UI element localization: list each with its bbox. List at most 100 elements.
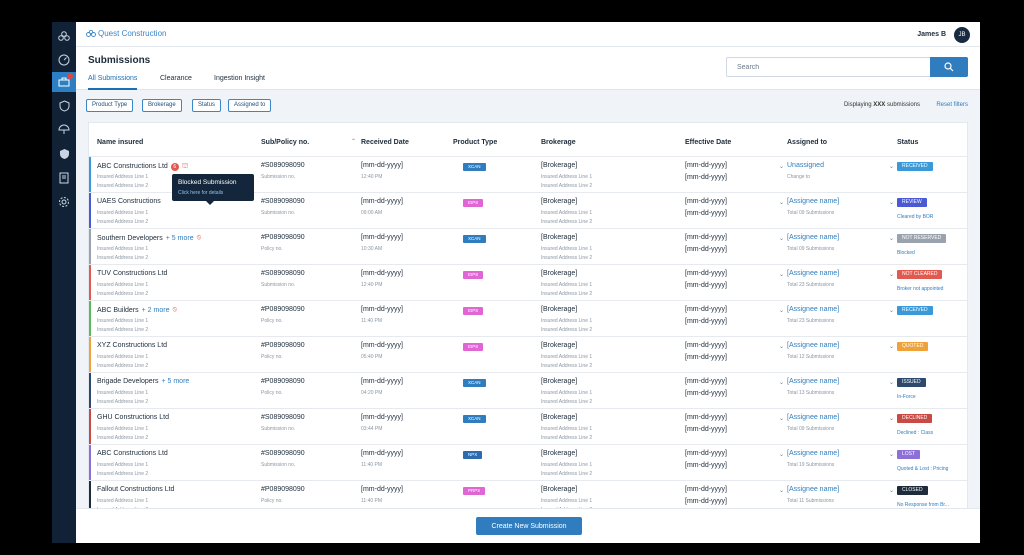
- status-dropdown-icon[interactable]: ⌄: [889, 452, 895, 458]
- shield-check-icon[interactable]: [56, 146, 72, 162]
- table-row[interactable]: TUV Constructions Ltd Insured Address Lin…: [89, 264, 967, 301]
- insured-name[interactable]: Fallout Constructions Ltd: [97, 486, 174, 493]
- speedometer-icon[interactable]: [56, 52, 72, 68]
- column-header-product-type[interactable]: Product Type: [453, 139, 498, 146]
- insured-name-text[interactable]: Southern Developers: [97, 234, 163, 242]
- insured-name[interactable]: ABC Constructions Ltd: [97, 450, 168, 457]
- table-row[interactable]: ABC Builders + 2 more ⦸ Insured Address Lin…: [89, 300, 967, 337]
- assignee-dropdown-icon[interactable]: ⌄: [779, 236, 785, 242]
- column-header-status[interactable]: Status: [897, 139, 919, 146]
- policy-number[interactable]: #P089098090: [261, 234, 305, 241]
- policy-number[interactable]: #P089098090: [261, 378, 305, 385]
- assignee-name[interactable]: [Assignee name]: [787, 198, 840, 205]
- status-dropdown-icon[interactable]: ⌄: [889, 416, 895, 422]
- create-submission-button[interactable]: Create New Submission: [476, 517, 582, 535]
- blocked-icon[interactable]: ⦸: [172, 306, 178, 313]
- policy-number[interactable]: #S089098090: [261, 162, 305, 169]
- status-badge[interactable]: NOT RESERVED: [897, 234, 947, 243]
- status-badge[interactable]: NOT CLEARED: [897, 270, 943, 279]
- assignee-dropdown-icon[interactable]: ⌄: [779, 416, 785, 422]
- assignee-name[interactable]: [Assignee name]: [787, 486, 840, 493]
- assignee-dropdown-icon[interactable]: ⌄: [779, 272, 785, 278]
- assignee-dropdown-icon[interactable]: ⌄: [779, 308, 785, 314]
- assignee-dropdown-icon[interactable]: ⌄: [779, 452, 785, 458]
- assignee-name[interactable]: [Assignee name]: [787, 378, 840, 385]
- status-dropdown-icon[interactable]: ⌄: [889, 488, 895, 494]
- more-link[interactable]: + 5 more: [161, 378, 190, 385]
- locked-building-icon[interactable]: ⛫: [181, 163, 189, 170]
- insured-name[interactable]: TUV Constructions Ltd: [97, 270, 167, 277]
- assignee-name[interactable]: [Assignee name]: [787, 414, 840, 421]
- assignee-name[interactable]: [Assignee name]: [787, 270, 840, 277]
- status-badge[interactable]: LOST: [897, 450, 921, 459]
- insured-name[interactable]: ABC Constructions Ltd 6 ⛫: [97, 162, 188, 171]
- insured-name-text[interactable]: ABC Builders: [97, 306, 139, 314]
- document-icon[interactable]: [56, 170, 72, 186]
- filter-product-type[interactable]: Product Type: [86, 99, 134, 112]
- policy-number[interactable]: #P089098090: [261, 306, 305, 313]
- policy-number[interactable]: #S089098090: [261, 270, 305, 277]
- insured-name-text[interactable]: UAES Constructions: [97, 198, 161, 205]
- column-header-assigned-to[interactable]: Assigned to: [787, 139, 828, 146]
- assignee-name[interactable]: [Assignee name]: [787, 450, 840, 457]
- filter-brokerage[interactable]: Brokerage: [142, 99, 182, 112]
- brand-logo[interactable]: Quest Construction: [86, 29, 166, 38]
- status-dropdown-icon[interactable]: ⌄: [889, 236, 895, 242]
- column-header-policy[interactable]: Sub/Policy no.: [261, 139, 310, 146]
- status-dropdown-icon[interactable]: ⌄: [889, 272, 895, 278]
- insured-name[interactable]: UAES Constructions: [97, 198, 161, 205]
- column-header-effective-date[interactable]: Effective Date: [685, 139, 732, 146]
- insured-name[interactable]: GHU Constructions Ltd: [97, 414, 169, 421]
- status-badge[interactable]: ISSUED: [897, 378, 926, 387]
- table-row[interactable]: GHU Constructions Ltd Insured Address Lin…: [89, 408, 967, 445]
- shield-icon[interactable]: [56, 98, 72, 114]
- status-dropdown-icon[interactable]: ⌄: [889, 344, 895, 350]
- column-header-name[interactable]: Name insured: [97, 139, 144, 146]
- column-header-brokerage[interactable]: Brokerage: [541, 139, 576, 146]
- assignee-dropdown-icon[interactable]: ⌄: [779, 488, 785, 494]
- table-row[interactable]: Southern Developers + 5 more ⦸ Insured Addr…: [89, 228, 967, 265]
- tab-all-submissions[interactable]: All Submissions: [88, 75, 138, 90]
- more-link[interactable]: + 2 more: [141, 306, 170, 314]
- insured-name[interactable]: ABC Builders + 2 more ⦸: [97, 306, 177, 314]
- status-dropdown-icon[interactable]: ⌄: [889, 200, 895, 206]
- blocked-submission-tooltip[interactable]: Blocked Submission Click here for detail…: [172, 174, 254, 205]
- blocked-icon[interactable]: ⦸: [196, 234, 202, 241]
- table-row[interactable]: Brigade Developers + 5 more Insured Addres…: [89, 372, 967, 409]
- status-dropdown-icon[interactable]: ⌄: [889, 308, 895, 314]
- insured-name-text[interactable]: ABC Constructions Ltd: [97, 163, 168, 170]
- assignee-dropdown-icon[interactable]: ⌄: [779, 164, 785, 170]
- policy-number[interactable]: #S089098090: [261, 198, 305, 205]
- assignee-name[interactable]: Unassigned: [787, 162, 824, 169]
- logo-icon[interactable]: [56, 28, 72, 44]
- status-badge[interactable]: RECEIVED: [897, 306, 933, 315]
- status-badge[interactable]: CLOSED: [897, 486, 928, 495]
- status-dropdown-icon[interactable]: ⌄: [889, 164, 895, 170]
- policy-number[interactable]: #S089098090: [261, 414, 305, 421]
- status-badge[interactable]: RECEIVED: [897, 162, 933, 171]
- policy-number[interactable]: #P089098090: [261, 486, 305, 493]
- insured-name-text[interactable]: XYZ Constructions Ltd: [97, 342, 168, 349]
- tab-clearance[interactable]: Clearance: [160, 75, 192, 82]
- avatar[interactable]: JB: [954, 27, 970, 43]
- briefcase-icon[interactable]: [52, 72, 76, 92]
- settings-icon[interactable]: [56, 194, 72, 210]
- insured-name-text[interactable]: TUV Constructions Ltd: [97, 270, 168, 277]
- search-button[interactable]: [930, 57, 968, 77]
- insured-name[interactable]: XYZ Constructions Ltd: [97, 342, 167, 349]
- insured-name-text[interactable]: Fallout Constructions Ltd: [97, 486, 175, 493]
- search-input[interactable]: [737, 62, 917, 73]
- status-dropdown-icon[interactable]: ⌄: [889, 380, 895, 386]
- policy-number[interactable]: #P089098090: [261, 342, 305, 349]
- insured-name-text[interactable]: Brigade Developers: [97, 378, 159, 385]
- filter-assigned-to[interactable]: Assigned to: [228, 99, 272, 112]
- insured-name-text[interactable]: ABC Constructions Ltd: [97, 450, 168, 457]
- status-badge[interactable]: QUOTED: [897, 342, 929, 351]
- insured-name[interactable]: Brigade Developers + 5 more: [97, 378, 189, 385]
- tooltip-link[interactable]: Click here for details: [178, 190, 224, 196]
- reset-filters-link[interactable]: Reset filters: [936, 102, 968, 108]
- assignee-dropdown-icon[interactable]: ⌄: [779, 344, 785, 350]
- filter-status[interactable]: Status: [192, 99, 222, 112]
- assignee-name[interactable]: [Assignee name]: [787, 342, 840, 349]
- insured-name-text[interactable]: GHU Constructions Ltd: [97, 414, 169, 421]
